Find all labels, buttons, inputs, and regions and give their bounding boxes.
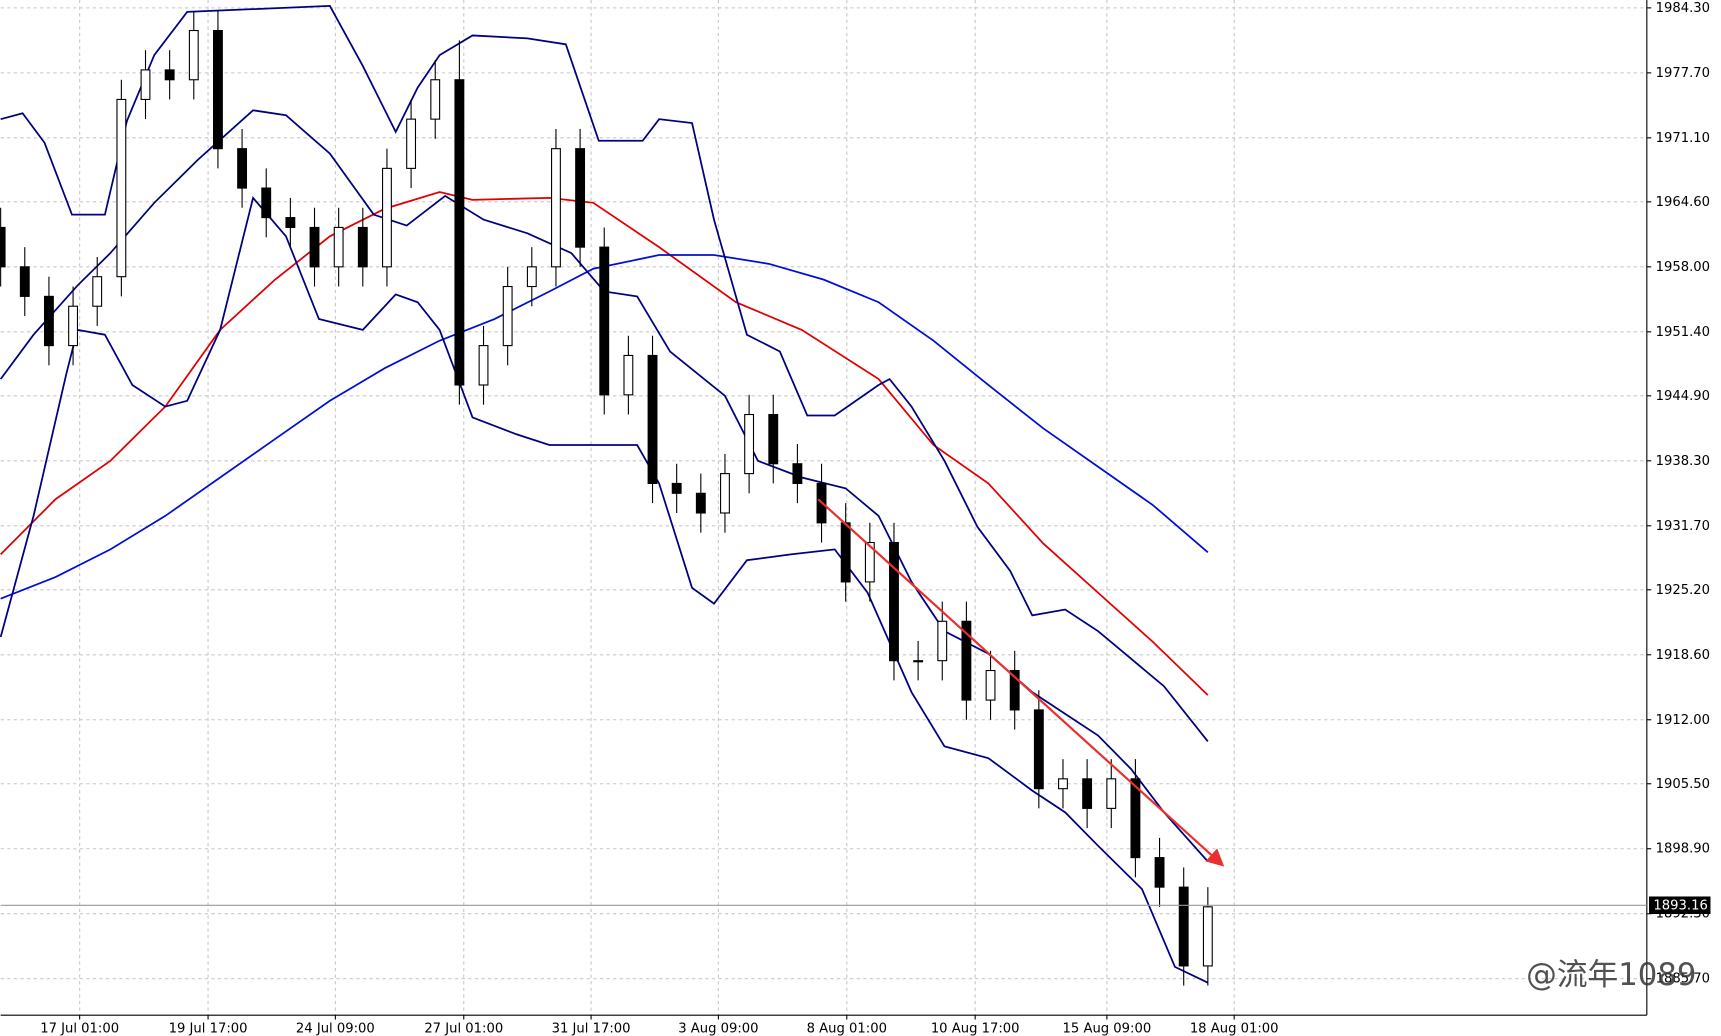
candle-body bbox=[0, 226, 6, 268]
candle-body bbox=[1009, 669, 1020, 711]
candle-body bbox=[647, 354, 658, 484]
candle-body bbox=[454, 79, 465, 386]
trend-arrow bbox=[817, 498, 1225, 867]
x-tick-label: 19 Jul 17:00 bbox=[169, 1021, 248, 1036]
y-tick-label: 1951.40 bbox=[1656, 325, 1710, 340]
y-tick-label: 1977.70 bbox=[1656, 66, 1710, 81]
x-tick-label: 8 Aug 01:00 bbox=[807, 1021, 887, 1036]
candle-body bbox=[1154, 857, 1165, 888]
candle-body bbox=[140, 69, 151, 100]
y-tick-label: 1912.00 bbox=[1656, 713, 1710, 728]
candle-body bbox=[92, 276, 103, 307]
candle-body bbox=[551, 148, 561, 268]
candle-body bbox=[985, 669, 996, 701]
y-tick-label: 1898.90 bbox=[1656, 842, 1710, 857]
indicator-line bbox=[0, 254, 1209, 600]
y-tick-label: 1938.30 bbox=[1656, 454, 1710, 469]
candle-body bbox=[261, 187, 272, 219]
candle-body bbox=[430, 79, 441, 120]
x-tick-label: 3 Aug 09:00 bbox=[678, 1021, 758, 1036]
candle-body bbox=[1106, 778, 1117, 809]
candle-body bbox=[19, 266, 30, 297]
candle-body bbox=[502, 285, 513, 347]
candle-body bbox=[575, 148, 586, 248]
candle-body bbox=[695, 492, 706, 514]
x-tick-label: 10 Aug 17:00 bbox=[931, 1021, 1020, 1036]
x-tick-label: 31 Jul 17:00 bbox=[552, 1021, 631, 1036]
watermark: @流年1089 bbox=[1526, 957, 1696, 993]
indicator-line bbox=[0, 109, 1209, 863]
candle-body bbox=[671, 482, 682, 494]
y-tick-label: 1931.70 bbox=[1656, 519, 1710, 534]
last-price-label: 1893.16 bbox=[1653, 898, 1707, 913]
candle-body bbox=[1033, 709, 1044, 790]
candle-body bbox=[406, 118, 417, 169]
candle-body bbox=[285, 217, 296, 228]
candle-body bbox=[164, 69, 175, 81]
indicator-line bbox=[0, 191, 1209, 696]
y-tick-label: 1964.60 bbox=[1656, 195, 1710, 210]
candle-body bbox=[1130, 778, 1141, 859]
x-tick-label: 18 Aug 01:00 bbox=[1190, 1021, 1279, 1036]
candle-body bbox=[792, 463, 803, 484]
indicator-line bbox=[0, 196, 1209, 984]
y-tick-label: 1958.00 bbox=[1656, 260, 1710, 275]
candle-body bbox=[357, 226, 368, 268]
candle-body bbox=[478, 345, 489, 386]
candle-body bbox=[961, 620, 972, 701]
candle-body bbox=[744, 413, 755, 475]
candle-body bbox=[1058, 778, 1068, 790]
last-price-tag bbox=[1649, 896, 1711, 915]
candle-body bbox=[840, 522, 851, 583]
y-tick-label: 1918.60 bbox=[1656, 648, 1710, 663]
candle-body bbox=[526, 266, 537, 288]
y-tick-label: 1925.20 bbox=[1656, 583, 1710, 598]
candles bbox=[0, 10, 1213, 986]
candle-body bbox=[864, 541, 875, 583]
candle-body bbox=[1178, 886, 1189, 967]
y-tick-label: 1885.70 bbox=[1656, 972, 1710, 987]
x-tick-label: 27 Jul 01:00 bbox=[424, 1021, 503, 1036]
candle-body bbox=[382, 167, 392, 268]
candle-body bbox=[309, 226, 320, 268]
y-tick-label: 1984.30 bbox=[1656, 1, 1710, 16]
x-tick-label: 15 Aug 09:00 bbox=[1063, 1021, 1152, 1036]
candle-body bbox=[116, 98, 127, 278]
candle-body bbox=[1202, 906, 1213, 967]
candle-body bbox=[720, 473, 730, 514]
candle-body bbox=[623, 354, 634, 396]
candle-body bbox=[43, 295, 54, 347]
candle-body bbox=[599, 246, 610, 396]
candle-body bbox=[1082, 778, 1093, 809]
candle-body bbox=[889, 541, 899, 662]
y-tick-label: 1944.90 bbox=[1656, 389, 1710, 404]
candle-body bbox=[768, 413, 779, 465]
y-tick-label: 1971.10 bbox=[1656, 131, 1710, 146]
x-tick-label: 24 Jul 09:00 bbox=[296, 1021, 375, 1036]
candle-body bbox=[913, 660, 924, 663]
candle-body bbox=[237, 148, 248, 189]
candle-body bbox=[188, 29, 199, 81]
indicator-line bbox=[0, 5, 1209, 742]
grid bbox=[0, 0, 1647, 1016]
candle-body bbox=[333, 226, 344, 268]
y-tick-label: 1905.50 bbox=[1656, 777, 1710, 792]
indicator-lines bbox=[0, 5, 1209, 984]
x-tick-label: 17 Jul 01:00 bbox=[40, 1021, 119, 1036]
candle-body bbox=[213, 29, 223, 150]
candle-body bbox=[937, 620, 948, 662]
candle-body bbox=[68, 305, 79, 347]
